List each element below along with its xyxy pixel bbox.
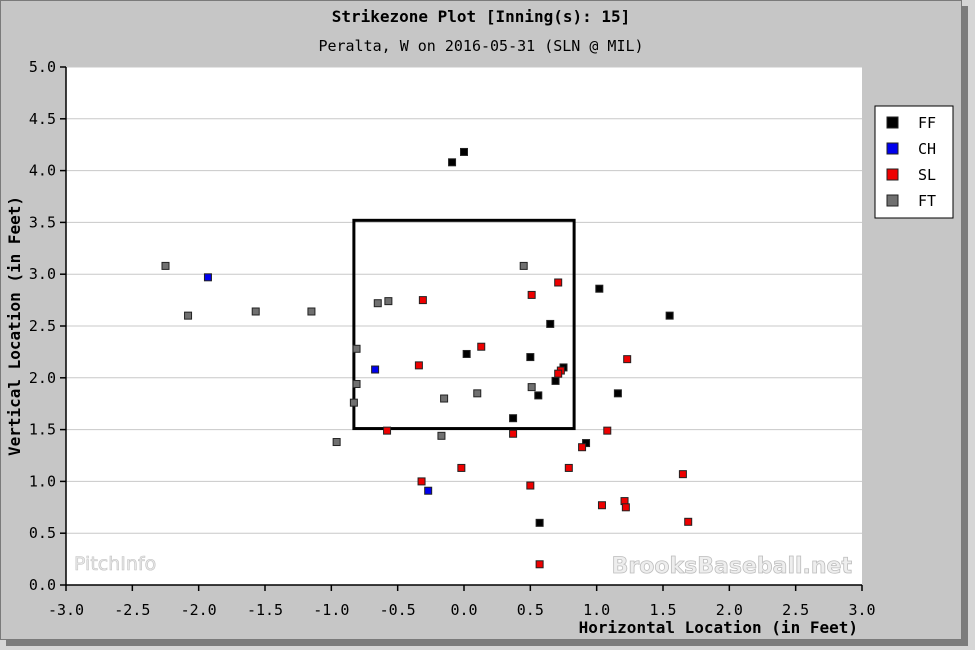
x-tick-label: 0.5 — [517, 601, 544, 619]
pitch-point-ft — [437, 431, 446, 440]
legend-label-ff: FF — [918, 114, 936, 132]
brooksbaseball-watermark: BrooksBaseball.net — [612, 554, 853, 579]
pitch-point-ff — [546, 319, 555, 328]
pitch-point-ch — [424, 486, 433, 495]
x-ticks: -3.0 -2.5 -2.0 -1.5 -1.0 -0.5 0.0 0.5 1.0 1.5 2.0 2… — [48, 585, 876, 619]
y-tick-label: 2.0 — [29, 369, 56, 387]
gridlines — [66, 66, 862, 534]
x-tick-label: 1.5 — [649, 601, 676, 619]
y-tick-label: 2.5 — [29, 317, 56, 335]
pitch-point-ft — [440, 394, 449, 403]
pitch-point-ch — [203, 273, 212, 282]
legend-swatch-ff — [886, 116, 899, 129]
pitch-point-ff — [535, 518, 544, 527]
pitch-point-sl — [554, 369, 563, 378]
pitch-point-ff — [462, 349, 471, 358]
pitch-point-ft — [352, 380, 361, 389]
x-tick-label: 0.0 — [450, 601, 477, 619]
pitch-point-ft — [519, 261, 528, 270]
pitch-point-ft — [184, 311, 193, 320]
y-tick-label: 3.0 — [29, 265, 56, 283]
pitch-point-ff — [526, 353, 535, 362]
pitch-point-ft — [251, 307, 260, 316]
legend-swatch-ft — [886, 194, 899, 207]
y-tick-label: 5.0 — [29, 58, 56, 76]
y-tick-label: 4.5 — [29, 110, 56, 128]
x-tick-label: -2.5 — [114, 601, 150, 619]
pitch-point-ff — [613, 389, 622, 398]
chart-subtitle: Peralta, W on 2016-05-31 (SLN @ MIL) — [318, 37, 644, 55]
pitch-point-sl — [527, 290, 536, 299]
x-axis-title: Horizontal Location (in Feet) — [579, 618, 858, 637]
y-tick-label: 0.0 — [29, 576, 56, 594]
x-tick-label: -0.5 — [380, 601, 416, 619]
pitch-point-sl — [678, 470, 687, 479]
pitch-point-sl — [597, 501, 606, 510]
pitch-point-sl — [621, 503, 630, 512]
pitch-point-ft — [349, 398, 358, 407]
pitch-point-ft — [373, 299, 382, 308]
strike-zone — [352, 218, 576, 431]
pitch-point-ff — [460, 147, 468, 156]
pitch-point-ft — [161, 261, 170, 270]
pitch-point-ff — [665, 311, 674, 320]
pitch-point-sl — [417, 477, 426, 486]
pitch-point-sl — [418, 296, 427, 305]
pitch-point-sl — [457, 463, 466, 472]
pitch-point-sl — [526, 481, 535, 490]
x-tick-label: -2.0 — [181, 601, 217, 619]
legend-swatch-ch — [886, 142, 899, 155]
pitch-point-ft — [332, 438, 341, 447]
data-points — [161, 147, 693, 569]
x-tick-label: 3.0 — [848, 601, 875, 619]
pitch-point-ft — [473, 389, 482, 398]
pitch-point-sl — [477, 342, 486, 351]
pitch-point-sl — [623, 355, 632, 364]
x-tick-label: 2.0 — [716, 601, 743, 619]
y-tick-label: 3.5 — [29, 213, 56, 231]
x-tick-label: -1.0 — [313, 601, 349, 619]
x-tick-label: 2.5 — [782, 601, 809, 619]
pitch-point-sl — [564, 463, 573, 472]
pitch-point-ff — [595, 284, 604, 293]
watermarks: PitchInfo BrooksBaseball.net — [74, 553, 853, 580]
legend-label-ch: CH — [918, 140, 936, 158]
pitch-point-sl — [554, 278, 563, 287]
x-tick-label: 1.0 — [583, 601, 610, 619]
x-tick-label: -1.5 — [247, 601, 283, 619]
y-tick-label: 0.5 — [29, 524, 56, 542]
legend-label-sl: SL — [918, 166, 936, 184]
pitch-point-sl — [414, 361, 423, 370]
y-tick-label: 1.0 — [29, 472, 56, 490]
y-axis-title: Vertical Location (in Feet) — [5, 196, 24, 456]
pitch-point-sl — [535, 560, 544, 569]
pitch-point-ft — [307, 307, 316, 316]
pitch-point-sl — [509, 429, 518, 438]
legend: FF CH SL FT — [874, 105, 954, 219]
pitch-point-ft — [352, 344, 361, 353]
pitch-point-sl — [383, 426, 392, 435]
pitch-point-ff — [551, 376, 560, 385]
pitch-point-sl — [684, 517, 693, 526]
y-ticks: 0.0 0.5 1.0 1.5 2.0 2.5 3.0 3.5 4.0 4.5 5.0 — [29, 58, 66, 594]
chart-title: Strikezone Plot [Inning(s): 15] — [331, 7, 631, 26]
pitch-point-ch — [371, 365, 380, 374]
y-tick-label: 1.5 — [29, 421, 56, 439]
x-tick-label: -3.0 — [48, 601, 84, 619]
pitchinfo-watermark: PitchInfo — [74, 553, 156, 575]
pitch-point-ff — [534, 391, 543, 400]
y-tick-label: 4.0 — [29, 162, 56, 180]
pitch-point-ff — [509, 414, 518, 423]
pitch-point-ft — [527, 383, 536, 392]
pitch-point-sl — [578, 443, 587, 452]
legend-label-ft: FT — [918, 192, 936, 210]
pitch-point-sl — [603, 426, 612, 435]
pitch-point-ft — [384, 297, 393, 306]
legend-swatch-sl — [886, 168, 899, 181]
pitch-point-ff — [448, 158, 457, 167]
